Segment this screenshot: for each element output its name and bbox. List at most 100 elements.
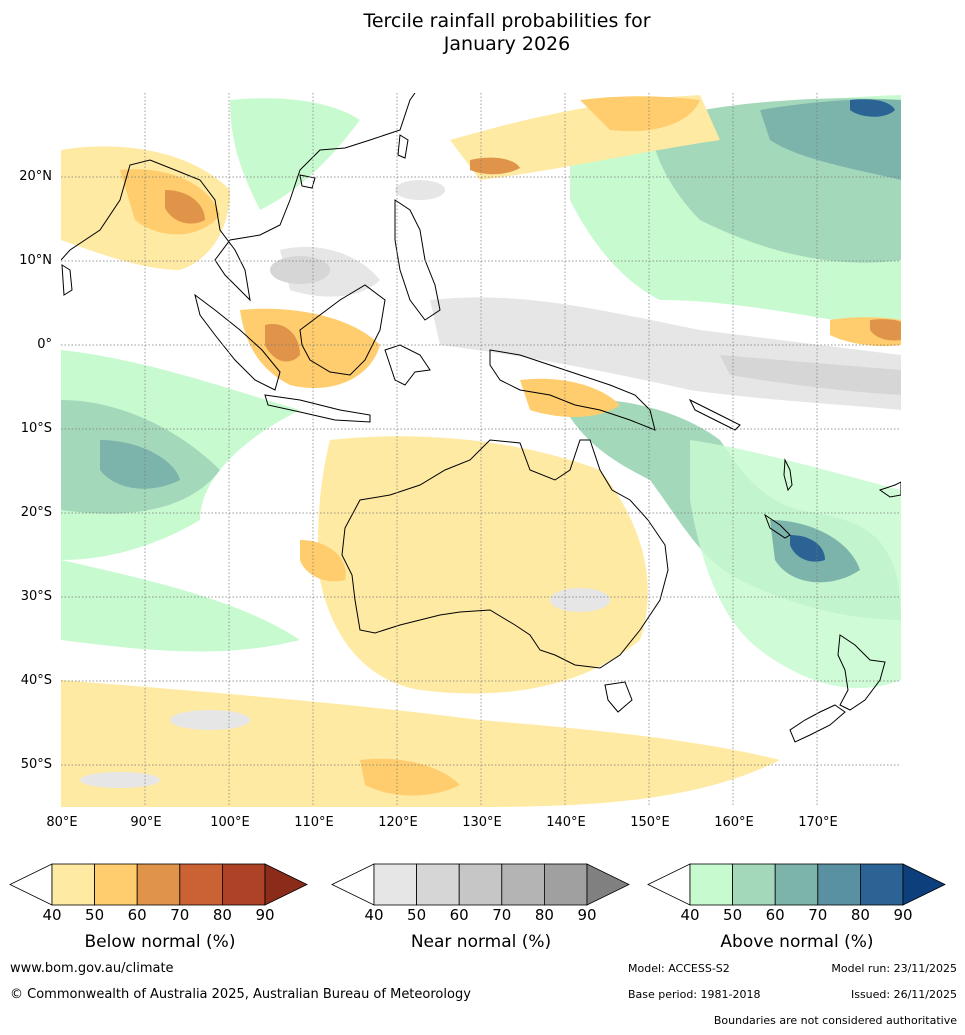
lat-label: 0° bbox=[37, 337, 52, 352]
near-normal-region bbox=[720, 355, 901, 395]
colorbar-segment bbox=[817, 863, 861, 906]
lon-label: 100°E bbox=[210, 815, 250, 830]
colorbar-tick-label: 40 bbox=[42, 906, 62, 924]
colorbar-extend-high bbox=[586, 863, 630, 906]
colorbar-tick-label: 50 bbox=[85, 906, 105, 924]
above-normal-region bbox=[790, 535, 825, 562]
colorbar-tick-label: 80 bbox=[212, 906, 232, 924]
lon-label: 130°E bbox=[462, 815, 502, 830]
near-normal-region bbox=[550, 588, 610, 612]
below-normal-region bbox=[300, 540, 346, 582]
sri-lanka-coastline bbox=[61, 264, 73, 296]
issued-text: Issued: 26/11/2025 bbox=[850, 988, 957, 1001]
colorbar-above-normal bbox=[647, 863, 946, 906]
colorbar-segment bbox=[416, 863, 460, 906]
colorbar-tick-label: 50 bbox=[723, 906, 743, 924]
above-normal-region bbox=[61, 560, 300, 652]
near-normal-region bbox=[395, 180, 445, 200]
colorbar-tick-label: 70 bbox=[170, 906, 190, 924]
solomon-islands-coastline bbox=[688, 398, 741, 431]
below-normal-region bbox=[165, 190, 205, 224]
above-normal-title: Above normal (%) bbox=[720, 932, 874, 952]
colorbar-tick-label: 40 bbox=[680, 906, 700, 924]
philippines-coastline bbox=[394, 199, 441, 321]
lat-label: 20°N bbox=[19, 169, 52, 184]
title-line-1: Tercile rainfall probabilities for bbox=[363, 10, 651, 32]
sumatra-coastline bbox=[194, 293, 281, 391]
below-normal-region bbox=[360, 758, 460, 796]
colorbar-segment bbox=[689, 863, 733, 906]
colorbar-tick-label: 60 bbox=[127, 906, 147, 924]
below-normal-region bbox=[870, 319, 901, 341]
colorbar-near-normal bbox=[331, 863, 630, 906]
colorbar-segment bbox=[732, 863, 776, 906]
lon-label: 160°E bbox=[714, 815, 754, 830]
colorbar-tick-label: 60 bbox=[765, 906, 785, 924]
below-normal-title: Below normal (%) bbox=[84, 932, 236, 952]
colorbar-tick-label: 90 bbox=[893, 906, 913, 924]
above-normal-region bbox=[760, 99, 901, 180]
colorbar-tick-label: 80 bbox=[534, 906, 554, 924]
lon-label: 80°E bbox=[46, 815, 78, 830]
colorbar-extend-low bbox=[9, 863, 53, 906]
colorbar-tick-label: 90 bbox=[255, 906, 275, 924]
below-normal-region bbox=[318, 436, 648, 694]
lat-label: 10°N bbox=[19, 253, 52, 268]
australia-coastline bbox=[341, 439, 669, 669]
above-normal-region bbox=[230, 98, 360, 210]
colorbar-tick-label: 80 bbox=[850, 906, 870, 924]
tasmania-coastline bbox=[604, 681, 633, 713]
lon-label: 120°E bbox=[378, 815, 418, 830]
colorbar-segment bbox=[501, 863, 545, 906]
title-line-2: January 2026 bbox=[443, 33, 571, 55]
colorbar-tick-label: 40 bbox=[364, 906, 384, 924]
lat-label: 10°S bbox=[20, 421, 52, 436]
near-normal-region bbox=[170, 710, 250, 730]
model-run-text: Model run: 23/11/2025 bbox=[831, 962, 957, 975]
website-link[interactable]: www.bom.gov.au/climate bbox=[10, 961, 174, 976]
above-normal-region bbox=[100, 440, 180, 489]
colorbar-segment bbox=[94, 863, 138, 906]
lat-label: 20°S bbox=[20, 505, 52, 520]
colorbar-segment bbox=[221, 863, 266, 906]
new-zealand-coastline bbox=[789, 704, 846, 743]
colorbar-below-normal bbox=[9, 863, 308, 906]
below-normal-region bbox=[580, 96, 700, 132]
below-normal-region bbox=[470, 157, 520, 175]
below-normal-region bbox=[520, 378, 620, 417]
colorbar-tick-label: 70 bbox=[808, 906, 828, 924]
below-normal-region bbox=[61, 680, 780, 807]
colorbar-tick-label: 50 bbox=[407, 906, 427, 924]
colorbar-segment bbox=[544, 863, 588, 906]
colorbar-extend-low bbox=[331, 863, 375, 906]
lat-label: 50°S bbox=[20, 757, 52, 772]
gridlines bbox=[61, 93, 901, 807]
above-normal-region bbox=[850, 99, 895, 117]
lon-label: 170°E bbox=[798, 815, 838, 830]
colorbar-segment bbox=[179, 863, 223, 906]
new-caledonia-coastline bbox=[763, 513, 791, 539]
colorbar-segment bbox=[136, 863, 181, 906]
taiwan-coastline bbox=[397, 134, 409, 159]
colorbar-segment bbox=[860, 863, 904, 906]
fiji-coastline bbox=[878, 481, 901, 498]
near-normal-region bbox=[270, 256, 330, 284]
map-title: Tercile rainfall probabilities for Janua… bbox=[0, 10, 965, 56]
lat-label: 40°S bbox=[20, 673, 52, 688]
asia-coastline bbox=[61, 93, 416, 302]
colorbar-tick-label: 60 bbox=[449, 906, 469, 924]
colorbar-extend-high bbox=[902, 863, 946, 906]
model-text: Model: ACCESS-S2 bbox=[628, 962, 730, 975]
lon-label: 90°E bbox=[130, 815, 162, 830]
colorbar-segment bbox=[51, 863, 95, 906]
colorbar-extend-low bbox=[647, 863, 691, 906]
vanuatu-coastline bbox=[783, 458, 793, 492]
sulawesi-coastline bbox=[384, 344, 431, 386]
below-normal-region bbox=[265, 324, 300, 362]
colorbar-tick-label: 70 bbox=[492, 906, 512, 924]
lon-label: 110°E bbox=[294, 815, 334, 830]
java-coastline bbox=[264, 394, 371, 423]
disclaimer-text: Boundaries are not considered authoritat… bbox=[713, 1014, 957, 1027]
colorbar-segment bbox=[774, 863, 819, 906]
